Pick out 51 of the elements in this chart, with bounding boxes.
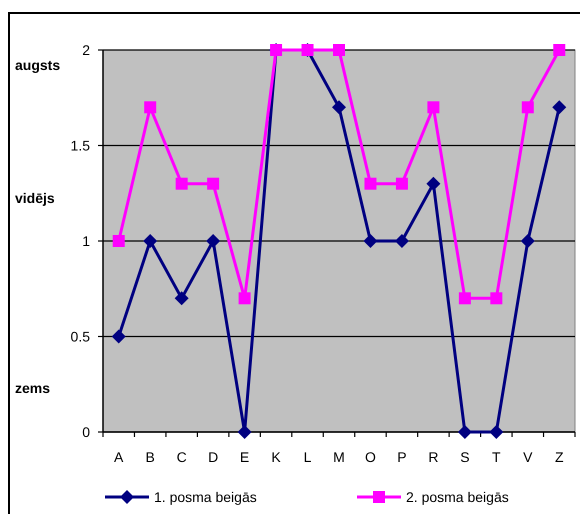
point <box>458 292 471 304</box>
y-tick-label: 0.5 <box>70 328 90 344</box>
point <box>363 234 378 248</box>
x-tick-label: Z <box>554 449 564 465</box>
point <box>426 176 440 191</box>
point <box>112 235 125 247</box>
point <box>458 425 472 439</box>
point <box>552 100 566 114</box>
text: zems <box>15 380 50 396</box>
y-tick-label: 1 <box>82 232 90 249</box>
point <box>427 101 440 114</box>
legend-label: 1. posma beigās <box>154 488 257 505</box>
point <box>489 425 504 439</box>
text: vidējs <box>15 190 55 206</box>
y-tick-label: 1.5 <box>70 137 90 154</box>
point <box>520 234 535 248</box>
x-tick-label: D <box>208 449 218 465</box>
x-tick-label: L <box>304 449 312 465</box>
point <box>206 234 220 248</box>
point <box>144 101 156 114</box>
x-tick-label: E <box>240 449 250 465</box>
point <box>143 234 158 248</box>
x-tick-label: O <box>365 449 376 465</box>
point <box>176 178 188 190</box>
point <box>174 291 189 306</box>
x-tick-label: T <box>492 449 502 465</box>
point <box>364 178 376 190</box>
y-tick-label: 2 <box>82 42 90 58</box>
point <box>522 101 534 114</box>
legend-label: 2. posma beigās <box>406 488 509 505</box>
x-tick-label: P <box>397 449 407 465</box>
point <box>332 100 346 114</box>
x-tick-label: K <box>271 449 282 465</box>
x-tick-label: B <box>146 449 155 465</box>
y-tick-label: 0 <box>82 424 90 440</box>
text: augsts <box>15 56 60 73</box>
point <box>396 178 408 190</box>
x-tick-label: R <box>428 449 438 465</box>
x-tick-label: V <box>523 449 534 465</box>
x-tick-label: S <box>460 449 470 465</box>
point <box>207 178 220 190</box>
x-tick-label: M <box>333 449 345 465</box>
point <box>112 330 126 344</box>
point <box>238 292 251 304</box>
point <box>553 44 566 56</box>
x-tick-label: A <box>114 449 124 465</box>
point <box>490 292 502 304</box>
x-tick-label: C <box>176 449 187 465</box>
point <box>333 44 345 56</box>
point <box>238 425 252 439</box>
point <box>394 234 409 248</box>
